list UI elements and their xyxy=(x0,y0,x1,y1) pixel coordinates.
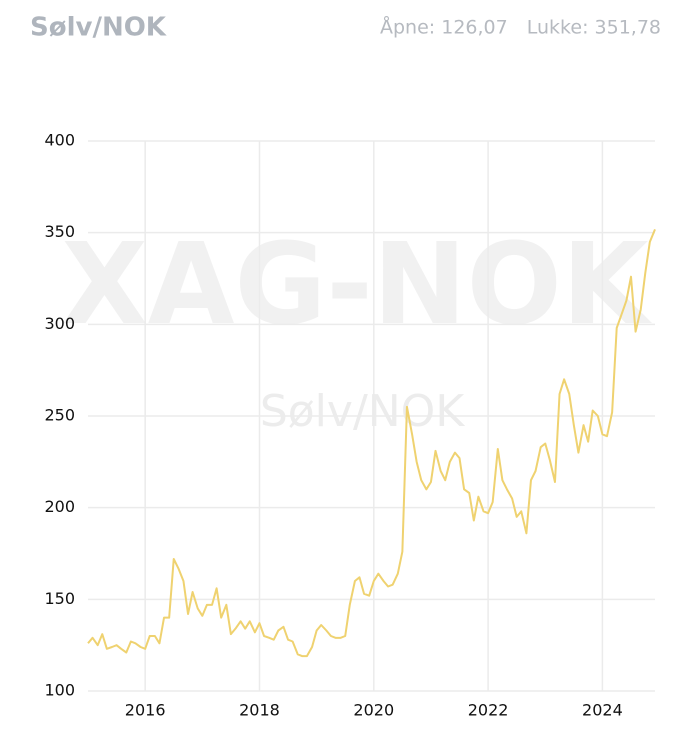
x-tick-label: 2018 xyxy=(239,701,280,720)
watermark-subtitle: Sølv/NOK xyxy=(260,386,465,437)
x-tick-label: 2022 xyxy=(468,701,509,720)
y-tick-label: 150 xyxy=(44,589,75,608)
price-line xyxy=(87,229,656,658)
close-label: Lukke: 351,78 xyxy=(527,17,661,39)
y-tick-label: 250 xyxy=(44,406,75,425)
y-tick-label: 200 xyxy=(44,497,75,516)
open-label: Åpne: 126,07 xyxy=(380,16,508,39)
y-tick-label: 400 xyxy=(44,131,75,150)
y-tick-label: 100 xyxy=(44,681,75,700)
chart-title: Sølv/NOK xyxy=(30,13,167,43)
x-tick-label: 2016 xyxy=(125,701,166,720)
y-tick-label: 300 xyxy=(44,314,75,333)
watermark: XAG-NOK xyxy=(61,220,652,350)
x-tick-label: 2020 xyxy=(353,701,394,720)
x-tick-label: 2024 xyxy=(582,701,623,720)
y-tick-label: 350 xyxy=(44,222,75,241)
